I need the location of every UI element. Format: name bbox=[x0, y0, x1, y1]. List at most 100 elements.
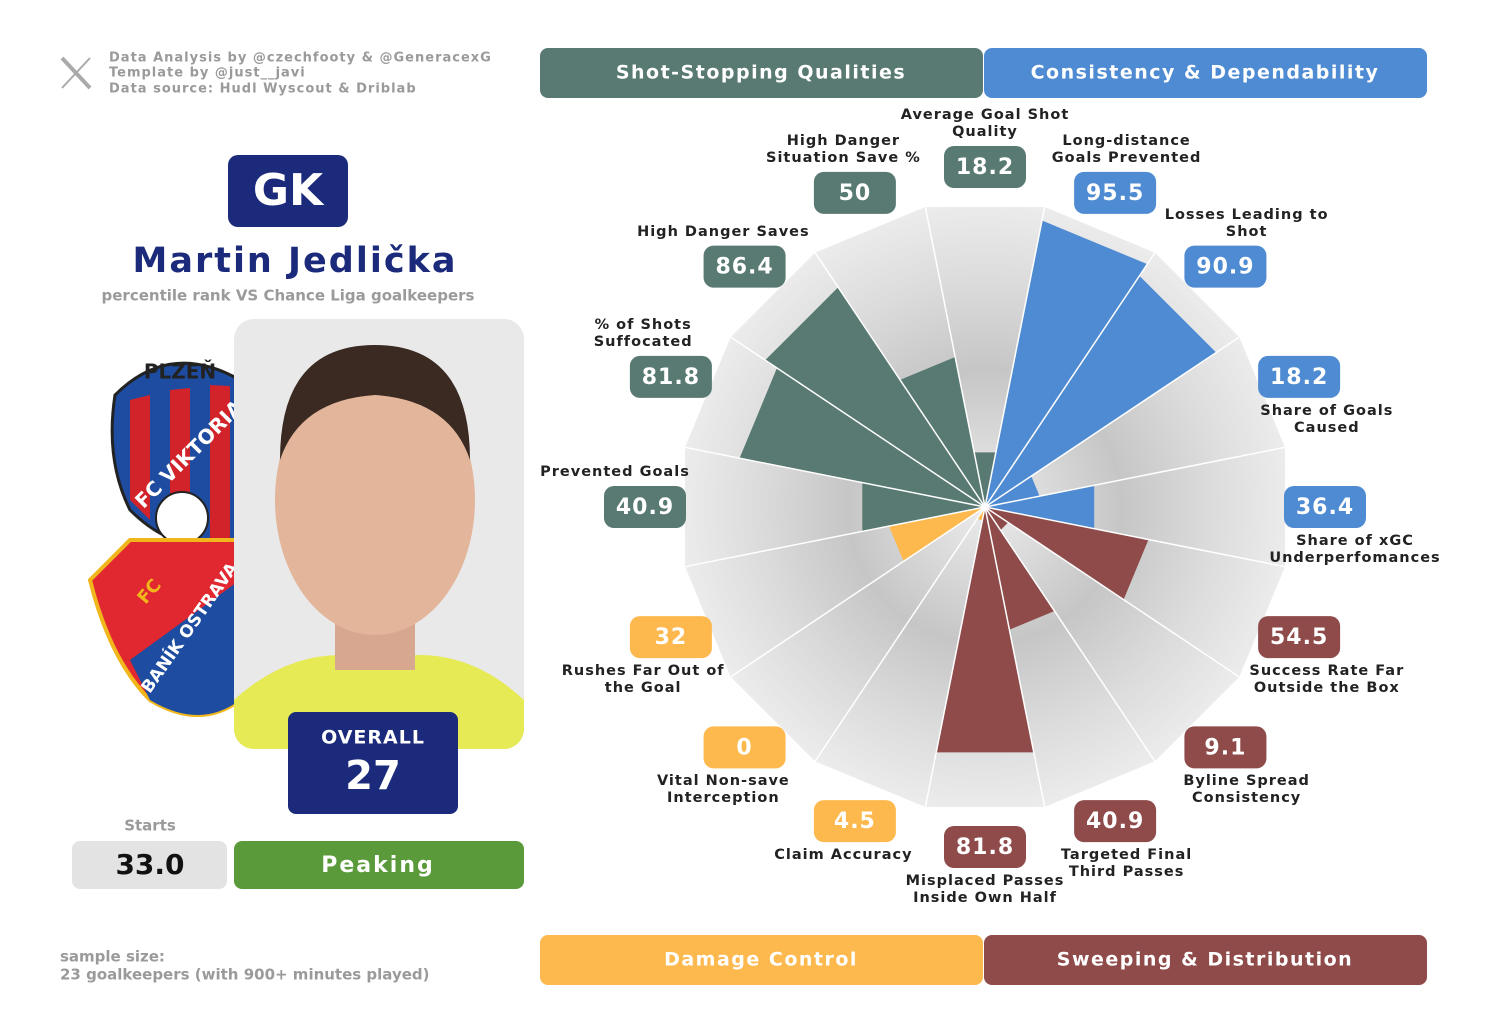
starts-box bbox=[72, 841, 227, 889]
value-box bbox=[1258, 616, 1341, 659]
bar bbox=[985, 507, 1149, 600]
slice-divider bbox=[984, 506, 1240, 678]
value-label: 9.1 bbox=[1204, 735, 1246, 760]
slice-divider bbox=[684, 446, 986, 508]
value-box bbox=[703, 726, 786, 769]
value-box bbox=[604, 486, 686, 528]
value-label: 40.9 bbox=[1086, 809, 1144, 834]
value-label: 50 bbox=[839, 181, 872, 206]
value-label: 40.9 bbox=[616, 495, 674, 520]
bar bbox=[862, 482, 985, 532]
bar bbox=[739, 367, 985, 507]
slice-divider bbox=[924, 506, 986, 808]
legend-label: Shot-Stopping Qualities bbox=[616, 62, 906, 84]
bar bbox=[900, 357, 985, 507]
slice-divider bbox=[984, 252, 1156, 508]
value-box bbox=[629, 355, 712, 398]
form-box bbox=[234, 841, 524, 889]
category-label: % of Shots Suffocated bbox=[593, 316, 693, 350]
slice-background bbox=[730, 507, 985, 762]
value-box bbox=[1184, 245, 1267, 288]
slice-background bbox=[815, 507, 985, 807]
bar bbox=[985, 476, 1040, 507]
bar bbox=[889, 507, 985, 562]
value-label: 18.2 bbox=[1270, 365, 1328, 390]
position: GK bbox=[253, 165, 325, 216]
overall-box bbox=[288, 712, 458, 814]
position-badge bbox=[228, 155, 348, 227]
category-label: Average Goal Shot Quality bbox=[900, 107, 1070, 140]
legend-box bbox=[540, 48, 983, 98]
slice-background bbox=[685, 447, 985, 567]
slice-divider bbox=[684, 506, 986, 568]
form: Peaking bbox=[321, 853, 434, 878]
value-label: 54.5 bbox=[1270, 625, 1328, 650]
value-label: 86.4 bbox=[715, 255, 773, 280]
club-logos: PLZEŇ FC VIKTORIA FC BANÍK OSTRAVA bbox=[87, 360, 248, 717]
value-label: 0 bbox=[736, 735, 752, 760]
overall-value: 27 bbox=[345, 753, 401, 799]
category-label: Share of Goals Caused bbox=[1260, 402, 1394, 436]
slice-background bbox=[985, 507, 1240, 762]
value-box bbox=[703, 245, 786, 288]
player-name: Martin Jedlička bbox=[133, 241, 458, 281]
bar bbox=[985, 485, 1095, 529]
slice-divider bbox=[984, 506, 1286, 568]
credit: Data Analysis by @czechfooty & @Generace… bbox=[109, 51, 492, 66]
sample-size: 23 goalkeepers (with 900+ minutes played… bbox=[60, 966, 430, 984]
value-label: 95.5 bbox=[1086, 181, 1144, 206]
category-label: Long-distance Goals Prevented bbox=[1051, 132, 1202, 166]
player-photo bbox=[234, 319, 524, 749]
category-label: Vital Non-save Interception bbox=[656, 773, 790, 807]
category-label: Share of xGC Underperfomances bbox=[1269, 533, 1441, 566]
value-label: 81.8 bbox=[642, 365, 700, 390]
credit: Template by @just__javi bbox=[109, 66, 306, 81]
value-box bbox=[813, 171, 896, 214]
legend-box bbox=[984, 48, 1427, 98]
slice-divider bbox=[984, 206, 1046, 508]
logo-text: PLZEŇ bbox=[144, 360, 216, 384]
value-label: 81.8 bbox=[956, 835, 1014, 860]
value-box bbox=[1074, 171, 1157, 214]
slice-divider bbox=[730, 506, 986, 678]
legend-box bbox=[540, 935, 983, 985]
bar bbox=[985, 220, 1148, 507]
starts-value: 33.0 bbox=[115, 848, 184, 881]
category-label: Byline Spread Consistency bbox=[1183, 773, 1310, 807]
value-label: 36.4 bbox=[1296, 495, 1354, 520]
slice-divider bbox=[984, 446, 1286, 508]
value-box bbox=[629, 616, 712, 659]
bar bbox=[974, 452, 996, 507]
x-logo bbox=[60, 56, 92, 90]
category-label: Rushes Far Out of the Goal bbox=[561, 663, 725, 697]
value-box bbox=[1258, 355, 1341, 398]
category-label: Success Rate Far Outside the Box bbox=[1249, 663, 1405, 697]
value-box bbox=[944, 146, 1026, 188]
bar bbox=[765, 287, 985, 507]
slice-background bbox=[985, 337, 1285, 507]
slice-divider bbox=[814, 252, 986, 508]
slice-divider bbox=[814, 506, 986, 762]
category-label: High Danger Situation Save % bbox=[766, 132, 921, 166]
category-label: Losses Leading to Shot bbox=[1164, 206, 1329, 240]
value-box bbox=[813, 800, 896, 843]
category-label: Targeted Final Third Passes bbox=[1060, 847, 1193, 881]
bar bbox=[985, 275, 1217, 507]
slice-divider bbox=[984, 506, 1156, 762]
value-box bbox=[1184, 726, 1267, 769]
legend-label: Sweeping & Distribution bbox=[1057, 949, 1353, 971]
bar bbox=[985, 507, 1055, 630]
value-label: 32 bbox=[655, 625, 688, 650]
category-label: High Danger Saves bbox=[637, 223, 810, 240]
legend-box bbox=[984, 935, 1427, 985]
value-box bbox=[1284, 486, 1366, 528]
slice-divider bbox=[984, 336, 1240, 508]
slice-divider bbox=[984, 506, 1046, 808]
category-label: Misplaced Passes Inside Own Half bbox=[905, 873, 1065, 906]
value-box bbox=[1074, 800, 1157, 843]
credit: Data source: Hudl Wyscout & Driblab bbox=[109, 82, 417, 97]
value-label: 4.5 bbox=[834, 809, 876, 834]
slice-background bbox=[985, 447, 1285, 567]
bar bbox=[985, 507, 1009, 531]
